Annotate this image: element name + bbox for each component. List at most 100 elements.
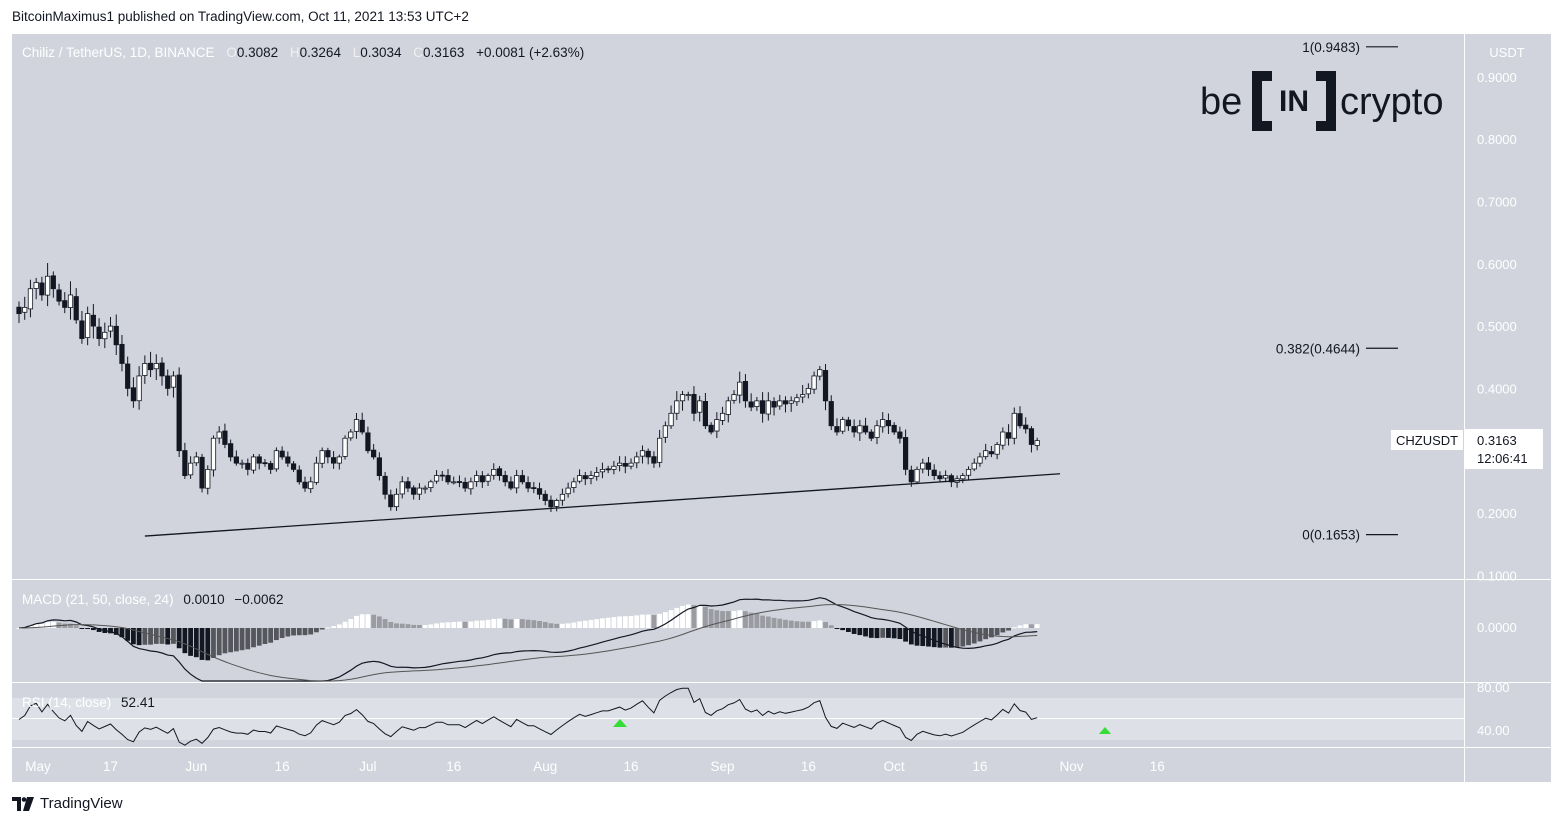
macd-histogram-bar xyxy=(600,618,605,628)
macd-histogram-bar xyxy=(708,609,714,628)
candle xyxy=(1023,417,1029,434)
macd-histogram-bar xyxy=(519,619,525,628)
price-tick: 0.9000 xyxy=(1477,70,1517,85)
candle xyxy=(371,444,377,460)
candle xyxy=(742,373,749,408)
macd-histogram-bar xyxy=(131,628,136,645)
macd-histogram-bar xyxy=(314,628,319,633)
candle xyxy=(885,413,892,434)
macd-histogram-bar xyxy=(28,625,33,628)
rsi-tick-80: 80.00 xyxy=(1477,680,1510,695)
fib-level-0382[interactable]: 0.382(0.4644) xyxy=(1276,341,1398,356)
candle xyxy=(308,476,314,494)
fib-level-0[interactable]: 0(0.1653) xyxy=(1302,528,1398,543)
macd-histogram-bar xyxy=(771,617,777,628)
macd-histogram-bar xyxy=(748,612,754,628)
macd-histogram-bar xyxy=(640,614,645,628)
macd-histogram-bar xyxy=(977,628,983,642)
published-caption: BitcoinMaximus1 published on TradingView… xyxy=(12,9,469,24)
candle xyxy=(1034,437,1040,451)
candle xyxy=(937,471,943,482)
candle xyxy=(433,470,440,484)
macd-histogram-bar xyxy=(863,628,868,637)
candle xyxy=(914,466,920,485)
macd-histogram-bar xyxy=(668,610,674,628)
macd-histogram-bar xyxy=(971,628,977,644)
candle xyxy=(268,460,274,475)
support-trendline[interactable] xyxy=(144,473,1061,537)
candle xyxy=(90,304,96,339)
macd-histogram-bar xyxy=(662,612,668,628)
candle xyxy=(674,391,680,420)
candle xyxy=(119,334,125,372)
candle xyxy=(439,471,445,481)
time-tick: 16 xyxy=(801,759,816,774)
macd-histogram-bar xyxy=(651,615,657,628)
macd-histogram-bar xyxy=(737,610,743,628)
time-axis[interactable]: May 17 Jun 16 Jul 16 Aug 16 Sep 16 Oct 16 Nov 16 xyxy=(25,759,1165,774)
candle xyxy=(965,466,972,481)
time-tick: Jun xyxy=(185,759,207,774)
candle xyxy=(874,420,880,445)
candle xyxy=(302,476,308,492)
time-tick: 16 xyxy=(1150,759,1165,774)
macd-value-1: 0.0010 xyxy=(183,592,224,607)
candle xyxy=(159,357,165,386)
macd-histogram-bar xyxy=(251,628,256,648)
candle xyxy=(256,454,262,470)
macd-histogram-bar xyxy=(994,628,1000,636)
macd-histogram-bar xyxy=(1029,624,1034,628)
fib-level-1[interactable]: 1(0.9483) xyxy=(1302,40,1398,55)
macd-histogram-bar xyxy=(931,628,937,648)
candle xyxy=(176,367,182,457)
macd-histogram-bar xyxy=(743,611,748,628)
candle xyxy=(594,466,600,481)
candle xyxy=(102,322,108,349)
candle xyxy=(920,458,926,474)
macd-histogram-bar xyxy=(1006,628,1011,631)
last-price-tag: CHZUSDT 0.3163 12:06:41 xyxy=(1391,429,1543,469)
candle xyxy=(348,429,354,441)
symbol-legend: Chiliz / TetherUS, 1D, BINANCE O0.3082 H… xyxy=(22,45,584,60)
candle xyxy=(519,469,525,485)
macd-histogram-bar xyxy=(760,615,765,628)
time-tick: Oct xyxy=(884,759,905,774)
candle xyxy=(56,283,62,306)
macd-histogram-bar xyxy=(525,619,531,628)
candle xyxy=(754,396,760,411)
fib-label-1: 1(0.9483) xyxy=(1302,40,1360,55)
symbol-tag: CHZUSDT xyxy=(1396,433,1458,448)
macd-histogram-bar xyxy=(434,623,439,628)
candle xyxy=(456,475,463,488)
candle xyxy=(845,416,852,431)
candle xyxy=(514,469,520,494)
macd-histogram-bar xyxy=(457,621,462,628)
candle xyxy=(554,498,560,512)
main-pane-bg xyxy=(12,34,1464,579)
macd-histogram-bar xyxy=(617,616,622,628)
candle xyxy=(250,453,257,474)
legend-l-value: 0.3034 xyxy=(360,45,402,60)
macd-histogram-bar xyxy=(765,616,771,628)
price-tick: 0.6000 xyxy=(1477,257,1517,272)
time-tick: Aug xyxy=(533,759,557,774)
macd-histogram-bar xyxy=(325,627,331,629)
macd-histogram-bar xyxy=(828,625,834,628)
macd-histogram-bar xyxy=(451,621,457,628)
macd-histogram-bar xyxy=(113,628,119,635)
candle xyxy=(33,277,39,300)
candle xyxy=(399,476,405,499)
macd-histogram-bar xyxy=(79,628,85,629)
tradingview-footer: TradingView xyxy=(12,795,123,812)
macd-histogram-bar xyxy=(233,628,239,652)
macd-histogram-bar xyxy=(302,628,308,636)
candle xyxy=(634,451,640,469)
candle xyxy=(834,418,840,436)
tradingview-logo-icon xyxy=(12,796,34,811)
time-tick: 16 xyxy=(446,759,461,774)
macd-layer xyxy=(16,597,1040,682)
macd-histogram-bar xyxy=(514,619,520,628)
macd-histogram-bar xyxy=(611,617,617,628)
price-tick: 0.5000 xyxy=(1477,319,1517,334)
candle xyxy=(50,271,56,298)
